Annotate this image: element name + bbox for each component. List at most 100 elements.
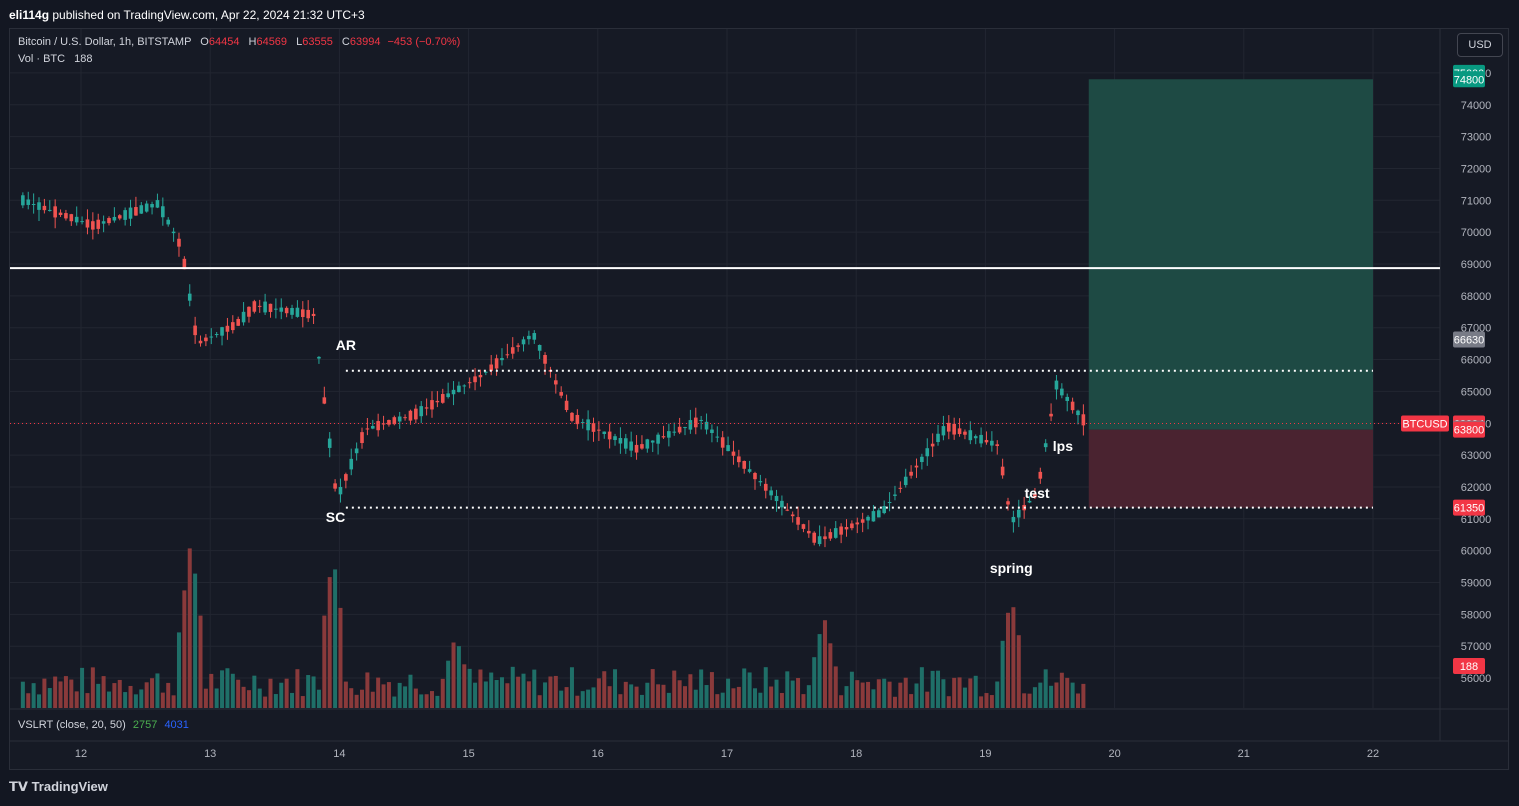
candle-body — [397, 416, 402, 422]
price-chart[interactable]: ARSClpstestspring75000740007300072000710… — [10, 29, 1509, 770]
candle-body — [376, 421, 380, 431]
volume-bar — [343, 681, 348, 708]
volume-bar — [656, 684, 661, 708]
volume-bar — [860, 682, 865, 708]
candle-body — [796, 517, 800, 525]
volume-bar — [403, 686, 408, 708]
volume-bar — [790, 680, 795, 708]
candle-body — [629, 441, 633, 451]
price-label-text: BTCUSD — [1402, 418, 1447, 430]
candle-body — [1038, 471, 1043, 479]
author-name[interactable]: eli114g — [9, 8, 50, 22]
currency-button[interactable]: USD — [1457, 33, 1503, 57]
candle-body — [817, 536, 822, 545]
candle-body — [338, 486, 343, 495]
volume-bar — [106, 691, 111, 708]
candle-body — [171, 231, 176, 234]
candle-body — [214, 334, 219, 336]
volume-bar — [1032, 687, 1037, 708]
candle-body — [177, 238, 181, 247]
candle-body — [53, 206, 57, 218]
volume-bar — [876, 679, 881, 708]
candle-body — [161, 206, 165, 218]
candle-body — [150, 204, 154, 208]
time-tick-label: 14 — [333, 748, 345, 760]
candle-body — [247, 306, 251, 317]
candle-body — [268, 303, 273, 312]
price-label-text: 61350 — [1454, 503, 1485, 515]
candle-body — [554, 380, 558, 385]
candle-body — [833, 528, 838, 538]
annotation-label: test — [1025, 485, 1050, 501]
candle-body — [494, 358, 499, 369]
candle-body — [333, 483, 337, 489]
volume-bar — [817, 634, 822, 708]
volume-bar — [672, 670, 677, 708]
price-label-text: 188 — [1460, 661, 1478, 673]
volume-bar — [569, 667, 574, 708]
volume-bar — [198, 615, 203, 708]
volume-bar — [322, 615, 327, 708]
candle-body — [403, 417, 407, 419]
volume-bar — [952, 677, 957, 708]
annotation-label: lps — [1053, 438, 1073, 454]
candle-body — [952, 423, 956, 435]
candle-body — [973, 436, 978, 439]
price-tick-label: 56000 — [1461, 673, 1492, 685]
price-label-text: 63800 — [1454, 425, 1485, 437]
volume-bar — [898, 682, 903, 708]
candle-body — [855, 522, 860, 525]
candle-body — [699, 419, 703, 421]
volume-bar — [602, 671, 607, 708]
candle-body — [193, 325, 197, 336]
candle-body — [979, 434, 983, 444]
candle-body — [903, 476, 908, 486]
volume-bar — [241, 686, 246, 708]
price-tick-label: 70000 — [1461, 227, 1492, 239]
volume-bar — [1075, 693, 1080, 708]
tradingview-brand[interactable]: TradingView — [31, 779, 108, 794]
volume-bar — [295, 669, 300, 708]
volume-bar — [639, 694, 644, 708]
candle-body — [236, 318, 240, 326]
price-tick-label: 72000 — [1461, 163, 1492, 175]
volume-label[interactable]: Vol · BTC — [18, 53, 66, 65]
candle-body — [144, 203, 149, 212]
volume-bar — [419, 694, 424, 708]
candle-body — [839, 526, 843, 535]
candle-body — [537, 345, 542, 351]
volume-bar — [257, 688, 262, 708]
candle-body — [1006, 501, 1010, 505]
volume-bar — [327, 577, 332, 708]
candle-body — [640, 444, 644, 449]
price-label-box — [1453, 499, 1485, 516]
volume-bar — [887, 681, 892, 708]
candle-body — [1011, 516, 1016, 523]
candle-body — [650, 440, 655, 443]
volume-bar — [962, 687, 967, 708]
volume-bar — [499, 677, 504, 708]
volume-bar — [726, 678, 731, 708]
volume-bar — [85, 693, 90, 708]
volume-bar — [822, 620, 827, 708]
symbol-title[interactable]: Bitcoin / U.S. Dollar, 1h, BITSTAMP — [18, 36, 192, 48]
candle-body — [424, 407, 429, 409]
symbol-legend: Bitcoin / U.S. Dollar, 1h, BITSTAMP O644… — [18, 36, 460, 48]
candle-body — [737, 456, 741, 463]
candle-body — [451, 389, 456, 395]
volume-bar — [462, 664, 467, 708]
candle-body — [440, 394, 445, 403]
indicator-name[interactable]: VSLRT (close, 20, 50) — [18, 719, 126, 731]
candle-body — [128, 207, 133, 219]
volume-bar — [209, 673, 214, 708]
high-value: 64569 — [256, 36, 288, 48]
candle-body — [613, 436, 617, 441]
volume-bar — [236, 679, 241, 708]
tradingview-logo-icon[interactable]: 𝗧𝗩 — [9, 779, 28, 794]
volume-bar — [742, 668, 747, 708]
volume-bar — [381, 684, 386, 708]
volume-bar — [263, 696, 268, 708]
candle-body — [392, 417, 397, 425]
volume-bar — [532, 669, 537, 708]
volume-bar — [779, 692, 784, 708]
